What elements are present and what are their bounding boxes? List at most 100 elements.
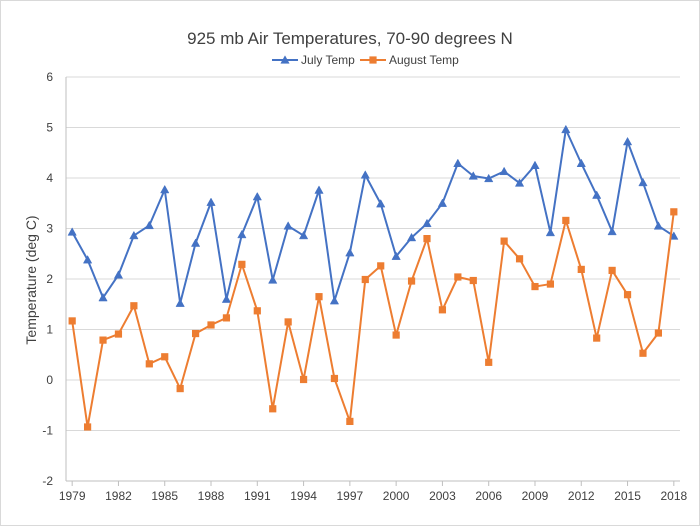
data-point [437,198,448,207]
data-point [592,190,602,199]
data-point [469,276,477,285]
data-point [653,221,664,230]
x-tick-label: 2012 [568,489,595,503]
data-point [207,321,215,329]
x-tick-label: 1979 [59,489,86,503]
data-point [283,221,293,230]
axes: -2 -1 0 1 2 3 4 5 6 1979 1982 1985 1988 1991 1994 1997 2… [42,70,687,503]
legend-label: July Temp [301,53,355,67]
x-tick-label: 1982 [105,489,132,503]
x-tick-label: 1985 [151,489,178,503]
x-tick-label: 1994 [290,489,317,503]
data-point [222,314,231,322]
data-point [407,277,416,285]
data-point [607,226,617,236]
data-point [346,417,354,426]
x-tick-label: 2009 [522,489,549,503]
data-point [392,331,400,339]
series-july-temp [67,124,679,307]
x-tick-label: 2015 [614,489,641,503]
data-point [99,336,107,344]
data-point [639,349,647,357]
data-point [144,220,154,230]
data-point [593,334,601,342]
data-point [237,229,247,239]
data-point [422,218,432,228]
data-point [253,307,261,315]
data-point [561,124,571,134]
data-point [545,227,556,237]
x-tick-label: 2018 [660,489,687,503]
legend-item: August Temp [360,53,459,67]
data-point [252,191,262,201]
data-point [329,296,340,305]
series-line [71,211,675,428]
data-point [269,405,277,413]
data-point [654,329,663,337]
data-point [129,230,139,240]
y-tick-label: 6 [46,70,53,84]
data-point [531,282,539,291]
series-layer [67,124,679,431]
data-point [298,230,309,240]
data-point [361,275,369,284]
data-point [485,358,493,366]
legend: July Temp August Temp [272,53,459,67]
data-point [299,375,308,384]
legend-label: August Temp [389,53,459,67]
y-tick-label: 0 [46,373,53,387]
data-point [68,317,76,325]
data-point [484,173,494,183]
chart-title: 925 mb Air Temperatures, 70-90 degrees N [187,29,513,48]
data-point [670,208,678,216]
data-point [83,423,92,431]
data-point [284,318,292,326]
data-point [160,184,170,194]
data-point [130,302,138,310]
data-point [622,136,633,146]
data-point [238,260,246,268]
data-point [546,280,555,288]
data-point [562,216,570,225]
y-tick-label: 4 [46,171,53,185]
data-point [98,292,108,302]
data-point [175,298,185,307]
legend-item: July Temp [272,53,355,67]
data-point [576,158,586,167]
gridlines [66,76,680,482]
data-point [221,294,232,303]
data-point [161,353,169,361]
x-tick-label: 2000 [383,489,410,503]
data-point [530,160,540,169]
data-point [206,197,216,206]
data-point [376,199,386,208]
y-tick-label: -1 [42,424,53,438]
series-august-temp [68,208,678,431]
y-tick-label: 1 [46,323,53,337]
data-point [330,374,339,383]
data-point [638,177,648,187]
data-point [423,235,431,243]
data-point [82,255,93,264]
data-point [191,329,200,338]
data-point [113,270,124,279]
data-point [268,275,278,284]
data-point [391,251,401,260]
data-point [145,360,153,368]
legend-swatch-marker [369,56,377,64]
data-point [360,170,370,179]
x-tick-label: 2006 [475,489,502,503]
data-point [345,248,355,257]
data-point [314,185,324,194]
data-point [190,238,201,247]
data-point [468,171,478,180]
data-point [114,330,123,338]
y-axis-title: Temperature (deg C) [23,215,39,344]
data-point [406,232,417,242]
y-tick-label: -2 [42,474,53,488]
data-point [514,178,525,187]
data-point [608,266,616,275]
data-point [67,227,77,236]
